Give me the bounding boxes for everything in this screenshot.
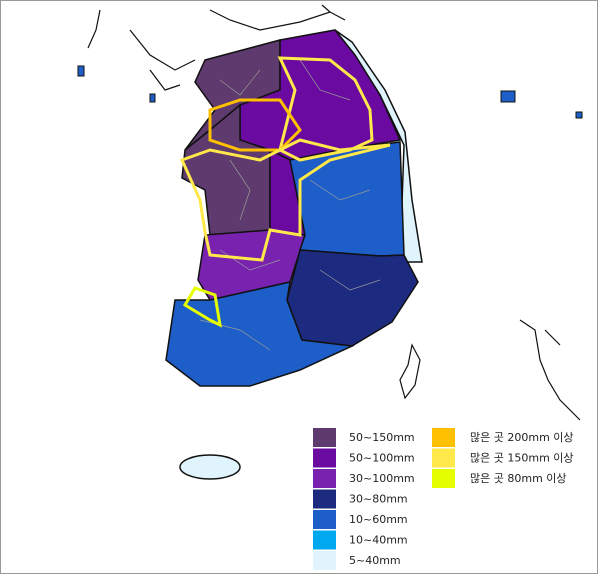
warning-outline — [179, 138, 391, 262]
legend-swatch — [313, 551, 336, 570]
legend-label: 50~150mm — [349, 431, 415, 444]
legend-label: 많은 곳 200mm 이상 — [470, 431, 574, 444]
region — [179, 454, 241, 480]
coastline — [87, 4, 346, 91]
warning-outline — [182, 286, 222, 328]
legend-swatch — [313, 510, 336, 529]
legend-label: 10~60mm — [349, 513, 408, 526]
legend-swatch — [432, 448, 455, 468]
district-lines — [199, 59, 381, 351]
legend-label: 10~40mm — [349, 534, 408, 547]
legend-swatch — [313, 489, 336, 509]
legend-label: 5~40mm — [349, 554, 401, 567]
legend-swatch — [313, 448, 336, 468]
legend-label: 많은 곳 150mm 이상 — [470, 452, 574, 465]
warning-outline — [208, 98, 302, 152]
island — [575, 111, 583, 119]
region — [165, 281, 355, 387]
coastline — [399, 319, 581, 421]
legend: 50~150mm 50~100mm 30~100mm 30~80mm 10~60mm 10… — [313, 428, 574, 570]
legend-swatch — [313, 469, 336, 488]
legend-swatch — [313, 530, 336, 550]
island — [77, 65, 85, 77]
legend-label: 많은 곳 80mm 이상 — [470, 472, 567, 485]
legend-swatch — [313, 428, 336, 447]
legend-label: 30~80mm — [349, 493, 408, 506]
legend-label: 50~100mm — [349, 452, 415, 465]
legend-swatch — [432, 428, 455, 447]
legend-label: 30~100mm — [349, 472, 415, 485]
island — [500, 90, 516, 103]
legend-swatch — [432, 469, 455, 488]
island — [149, 93, 156, 103]
